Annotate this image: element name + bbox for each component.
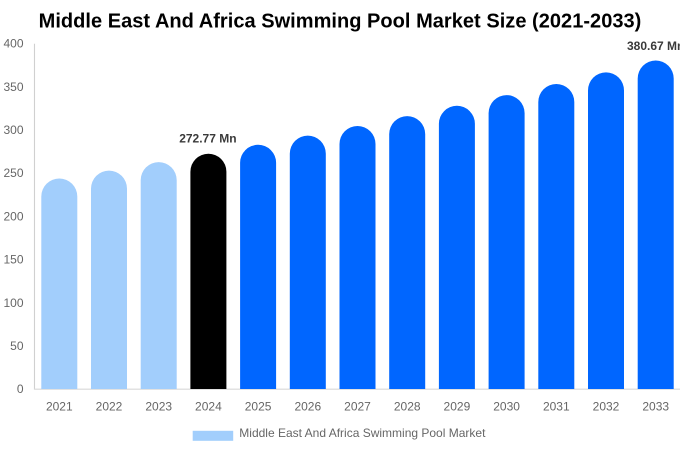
svg-text:2024: 2024: [195, 400, 222, 414]
svg-text:380.67 Mn: 380.67 Mn: [627, 39, 680, 53]
svg-text:100: 100: [3, 296, 23, 310]
svg-text:50: 50: [10, 339, 24, 353]
svg-text:400: 400: [3, 37, 23, 51]
svg-text:200: 200: [3, 209, 23, 223]
svg-text:250: 250: [3, 166, 23, 180]
svg-text:350: 350: [3, 80, 23, 94]
svg-text:150: 150: [3, 253, 23, 267]
svg-text:2033: 2033: [642, 400, 669, 414]
svg-text:2022: 2022: [96, 400, 123, 414]
svg-text:0: 0: [17, 382, 24, 396]
svg-text:2027: 2027: [344, 400, 371, 414]
svg-text:300: 300: [3, 123, 23, 137]
svg-text:2021: 2021: [46, 400, 73, 414]
svg-text:2030: 2030: [493, 400, 520, 414]
svg-text:Middle East And Africa Swimmin: Middle East And Africa Swimming Pool Mar…: [39, 11, 642, 33]
svg-text:2029: 2029: [444, 400, 471, 414]
svg-text:2023: 2023: [145, 400, 172, 414]
svg-text:2028: 2028: [394, 400, 421, 414]
svg-text:Middle East And Africa Swimmin: Middle East And Africa Swimming Pool Mar…: [239, 426, 486, 440]
svg-text:2025: 2025: [245, 400, 272, 414]
svg-text:2032: 2032: [593, 400, 620, 414]
svg-text:272.77 Mn: 272.77 Mn: [179, 131, 236, 145]
svg-text:2031: 2031: [543, 400, 570, 414]
svg-text:2026: 2026: [294, 400, 321, 414]
